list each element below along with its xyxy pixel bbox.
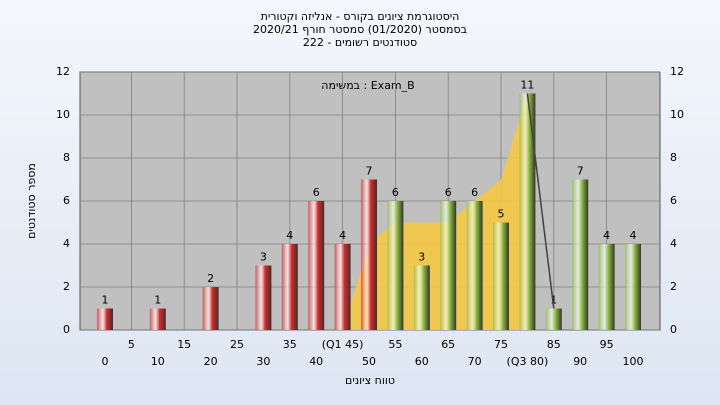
bar [625,244,641,330]
y2-tick-label: 6 [670,194,677,207]
bar [308,201,325,330]
x-tick-label: 15 [177,338,191,351]
y2-tick-label: 4 [670,237,677,250]
bar [361,179,377,330]
bar [334,244,351,330]
value-label: 6 [392,186,399,199]
x-tick-label: 20 [204,355,218,368]
y-tick-label: 8 [63,151,70,164]
bar [572,179,589,330]
x-tick-label: 60 [415,355,429,368]
subtitle: במשימה : Exam_B [321,79,414,92]
x-tick-label: 100 [623,355,644,368]
x-tick-label: 55 [388,338,402,351]
y2-tick-label: 0 [670,323,677,336]
x-tick-label: 70 [468,355,482,368]
bar [255,265,272,330]
y2-tick-label: 8 [670,151,677,164]
bar [440,201,457,330]
y-tick-label: 2 [63,280,70,293]
bar [387,201,404,330]
bar [149,308,166,330]
bar [202,287,219,330]
x-tick-label: 95 [600,338,614,351]
x-tick-label: 35 [283,338,297,351]
value-label: 1 [154,294,161,307]
y-tick-label: 6 [63,194,70,207]
value-label: 7 [577,165,584,178]
x-tick-label: 10 [151,355,165,368]
x-tick-label: 0 [102,355,109,368]
x-tick-label: 50 [362,355,376,368]
x-tick-label: 85 [547,338,561,351]
y-tick-label: 0 [63,323,70,336]
value-label: 2 [207,272,214,285]
y-axis-label: מספר סטודנטים [25,163,38,239]
bar [413,265,430,330]
bar [493,222,509,330]
y2-tick-label: 2 [670,280,677,293]
value-label: 4 [339,229,346,242]
x-tick-label: (Q1 45) [322,338,364,351]
y-tick-label: 10 [56,108,70,121]
value-label: 3 [418,251,425,264]
x-tick-label: 25 [230,338,244,351]
x-tick-label: 75 [494,338,508,351]
value-label: 3 [260,251,267,264]
value-label: 5 [498,208,505,221]
x-tick-label: 40 [309,355,323,368]
value-label: 4 [286,229,293,242]
x-axis-label: טווח ציונים [345,374,395,387]
value-label: 7 [366,165,373,178]
line [526,93,555,309]
value-label: 6 [313,186,320,199]
x-tick-label: 90 [573,355,587,368]
bar [97,308,113,330]
y2-tick-label: 10 [670,108,684,121]
x-tick-label: 30 [256,355,270,368]
chart-title: בסמסטר (01/2020) סמסטר חורף 2020/21 [253,23,467,36]
value-label: 4 [603,229,610,242]
x-tick-label: 5 [128,338,135,351]
bar [281,244,298,330]
bar [519,93,536,330]
value-label: 1 [102,294,109,307]
x-tick-label: 65 [441,338,455,351]
y-tick-label: 12 [56,65,70,78]
value-label: 11 [520,79,534,92]
chart-title: היסטוגרמת ציונים בקורס - אנליזה וקטורית [261,10,460,23]
chart-title: סטודנטים רשומים - 222 [303,36,417,49]
bar [466,201,483,330]
value-label: 1 [550,294,557,307]
bar [545,308,562,330]
value-label: 4 [630,229,637,242]
y-tick-label: 4 [63,237,70,250]
y2-tick-label: 12 [670,65,684,78]
x-tick-label: (Q3 80) [507,355,549,368]
bar [598,244,615,330]
value-label: 6 [471,186,478,199]
value-label: 6 [445,186,452,199]
